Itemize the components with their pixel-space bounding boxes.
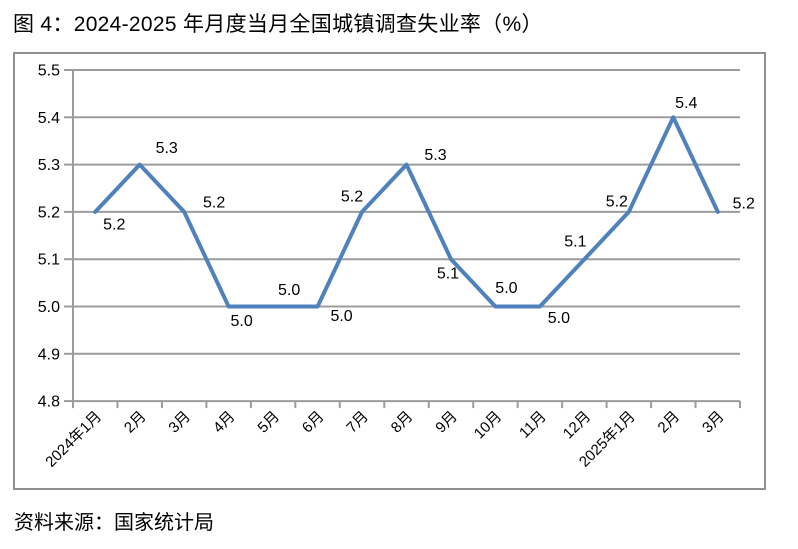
x-axis-label: 2024年1月: [42, 408, 105, 471]
y-axis-label: 5.0: [38, 299, 60, 316]
data-point-label: 5.2: [103, 216, 125, 233]
x-axis-label: 5月: [254, 408, 283, 437]
x-axis-label: 6月: [299, 408, 328, 437]
y-axis-label: 5.5: [38, 63, 60, 80]
data-point-label: 5.2: [203, 194, 225, 211]
x-axis-label: 3月: [165, 408, 194, 437]
data-point-label: 5.1: [437, 266, 459, 283]
x-axis-label: 12月: [560, 408, 594, 442]
y-axis-label: 5.1: [38, 252, 60, 269]
figure-title: 图 4：2024-2025 年月度当月全国城镇调查失业率（%）: [13, 13, 543, 36]
data-point-label: 5.3: [424, 147, 446, 164]
y-axis-label: 5.2: [38, 204, 60, 221]
chart-frame: 5.5 5.4 5.3 5.2 5.1 5.0 4.9 4.8 2024年1月 2月 3月 4月 5月 6…: [13, 52, 766, 490]
data-point-label: 5.0: [495, 280, 517, 297]
x-axis-label: 9月: [432, 408, 461, 437]
y-axis-label: 4.9: [38, 346, 60, 363]
x-axis-label: 10月: [471, 408, 505, 442]
data-point-label: 5.0: [278, 282, 300, 299]
x-axis-label: 3月: [699, 408, 728, 437]
data-point-label: 5.0: [330, 308, 352, 325]
x-axis-label: 8月: [388, 408, 417, 437]
data-line: [93, 115, 720, 309]
data-point-label: 5.0: [231, 313, 253, 330]
x-axis-label: 2月: [121, 408, 150, 437]
data-point-label: 5.2: [606, 193, 628, 210]
x-axis-label: 7月: [343, 408, 372, 437]
data-point-label: 5.4: [675, 95, 697, 112]
data-point-label: 5.3: [156, 140, 178, 157]
data-point-label: 5.0: [548, 310, 570, 327]
y-axis-label: 5.3: [38, 157, 60, 174]
data-point-label: 5.2: [733, 195, 755, 212]
y-axis-label: 5.4: [38, 110, 60, 127]
source-note: 资料来源：国家统计局: [14, 512, 214, 534]
x-axis-label: 4月: [210, 408, 239, 437]
data-point-label: 5.2: [341, 188, 363, 205]
x-axis-label: 11月: [516, 408, 550, 442]
data-point-label: 5.1: [564, 234, 586, 251]
y-axis-label: 4.8: [38, 394, 60, 411]
x-axis-label: 2月: [655, 408, 684, 437]
